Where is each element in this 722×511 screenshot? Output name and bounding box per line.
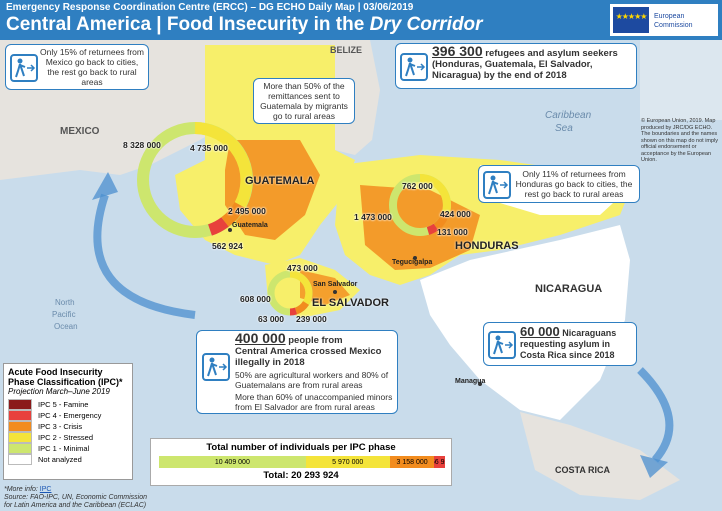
label-belize: BELIZE bbox=[330, 45, 363, 55]
eu-flag-icon: ★★★★★ bbox=[613, 7, 649, 33]
legend-row: IPC 5 - Famine bbox=[8, 399, 132, 410]
label-nicaragua: NICARAGUA bbox=[535, 283, 603, 295]
legend-label: IPC 2 - Stressed bbox=[38, 433, 94, 442]
label-caribbean-1: Caribbean bbox=[545, 110, 592, 121]
legend-row: Not analyzed bbox=[8, 454, 132, 465]
ring-honduras bbox=[389, 174, 451, 236]
legend-label: IPC 3 - Crisis bbox=[38, 422, 83, 431]
ipc-totals-panel: Total number of individuals per IPC phas… bbox=[150, 438, 452, 486]
legend-swatch bbox=[8, 421, 32, 432]
hn-ipc1: 762 000 bbox=[402, 181, 433, 191]
arrow-costarica bbox=[637, 367, 674, 463]
migrant-icon bbox=[483, 171, 511, 199]
sv-ipc4: 239 000 bbox=[296, 314, 327, 324]
migrant-icon bbox=[10, 54, 38, 82]
gt-ipc4: 562 924 bbox=[212, 241, 243, 251]
legend-title: Acute Food Insecurity Phase Classificati… bbox=[8, 367, 123, 387]
arrow-mexico bbox=[93, 193, 196, 319]
totals-segment: 756 924 bbox=[434, 456, 445, 468]
copyright-note: © European Union, 2019. Map produced by … bbox=[641, 118, 719, 163]
label-mexico: MEXICO bbox=[60, 126, 100, 137]
eu-logo: ★★★★★ European Commission bbox=[610, 4, 718, 36]
gt-ipc1: 8 328 000 bbox=[123, 140, 161, 150]
city-san-salvador: San Salvador bbox=[313, 281, 358, 288]
city-tegucigalpa: Tegucigalpa bbox=[392, 259, 433, 266]
totals-segment: 3 158 000 bbox=[389, 456, 435, 468]
legend-projection: Projection March–June 2019 bbox=[8, 387, 110, 396]
label-el-salvador: EL SALVADOR bbox=[312, 297, 390, 309]
city-managua: Managua bbox=[455, 378, 486, 385]
legend-row: IPC 1 - Minimal bbox=[8, 443, 132, 454]
totals-segment: 5 970 000 bbox=[305, 456, 390, 468]
migrant-icon bbox=[400, 53, 428, 81]
label-caribbean-2: Sea bbox=[555, 123, 573, 134]
legend-swatch bbox=[8, 432, 32, 443]
callout-mexico-returnees: Only 15% of returnees from Mexico go bac… bbox=[5, 44, 149, 90]
arrow-mexico-head bbox=[92, 172, 118, 200]
totals-segment: 10 409 000 bbox=[159, 456, 306, 468]
hn-ipc3: 424 000 bbox=[440, 209, 471, 219]
header-bar: Emergency Response Coordination Centre (… bbox=[0, 0, 722, 40]
hn-ipc4: 131 000 bbox=[437, 227, 468, 237]
legend-row: IPC 3 - Crisis bbox=[8, 421, 132, 432]
callout-nicaraguans: 60 000 Nicaraguans requesting asylum in … bbox=[483, 322, 637, 366]
inset-land bbox=[640, 40, 722, 120]
callout-honduras-returnees: Only 11% of returnees from Honduras go b… bbox=[478, 165, 640, 203]
label-costa-rica: COSTA RICA bbox=[555, 465, 610, 475]
totals-sum: Total: 20 293 924 bbox=[263, 470, 339, 481]
legend-row: IPC 2 - Stressed bbox=[8, 432, 132, 443]
sv-ipc3: 63 000 bbox=[258, 314, 284, 324]
legend-label: Not analyzed bbox=[38, 455, 82, 464]
migrant-icon bbox=[202, 353, 230, 381]
header-supertitle: Emergency Response Coordination Centre (… bbox=[6, 2, 414, 13]
label-pacific-1: North bbox=[55, 298, 75, 307]
ring-elsalvador bbox=[267, 270, 313, 316]
ipc-link[interactable]: IPC bbox=[39, 486, 52, 493]
legend-label: IPC 4 - Emergency bbox=[38, 411, 102, 420]
callout-remittances: More than 50% of the remittances sent to… bbox=[253, 78, 355, 124]
footer: *More info: IPC Source: FAO-IPC, UN, Eco… bbox=[4, 486, 148, 509]
legend-swatch bbox=[8, 454, 32, 465]
ipc-legend: Acute Food Insecurity Phase Classificati… bbox=[3, 363, 133, 480]
legend-swatch bbox=[8, 399, 32, 410]
legend-row: IPC 4 - Emergency bbox=[8, 410, 132, 421]
belize-land bbox=[330, 40, 380, 155]
gt-ipc3: 2 495 000 bbox=[228, 206, 266, 216]
legend-label: IPC 1 - Minimal bbox=[38, 444, 90, 453]
gt-ipc2: 4 735 000 bbox=[190, 143, 228, 153]
label-honduras: HONDURAS bbox=[455, 240, 519, 252]
ring-guatemala bbox=[137, 122, 253, 238]
label-pacific-3: Ocean bbox=[54, 322, 78, 331]
elsalvador-crisis bbox=[300, 270, 350, 305]
sv-ipc1: 473 000 bbox=[287, 263, 318, 273]
city-guatemala: Guatemala bbox=[232, 222, 268, 229]
legend-label: IPC 5 - Famine bbox=[38, 400, 89, 409]
page-title: Central America | Food Insecurity in the… bbox=[6, 14, 483, 35]
label-guatemala: GUATEMALA bbox=[245, 175, 315, 187]
hn-ipc2: 1 473 000 bbox=[354, 212, 392, 222]
callout-refugees: 396 300 refugees and asylum seekers (Hon… bbox=[395, 43, 637, 89]
label-pacific-2: Pacific bbox=[52, 310, 76, 319]
legend-swatch bbox=[8, 443, 32, 454]
callout-crossed-mexico: 400 000 people from Central America cros… bbox=[196, 330, 398, 414]
totals-title: Total number of individuals per IPC phas… bbox=[206, 442, 396, 453]
costarica-land bbox=[520, 412, 680, 500]
migrant-icon bbox=[488, 331, 516, 359]
sv-ipc2: 608 000 bbox=[240, 294, 271, 304]
legend-swatch bbox=[8, 410, 32, 421]
arrow-costarica-head bbox=[640, 455, 668, 478]
